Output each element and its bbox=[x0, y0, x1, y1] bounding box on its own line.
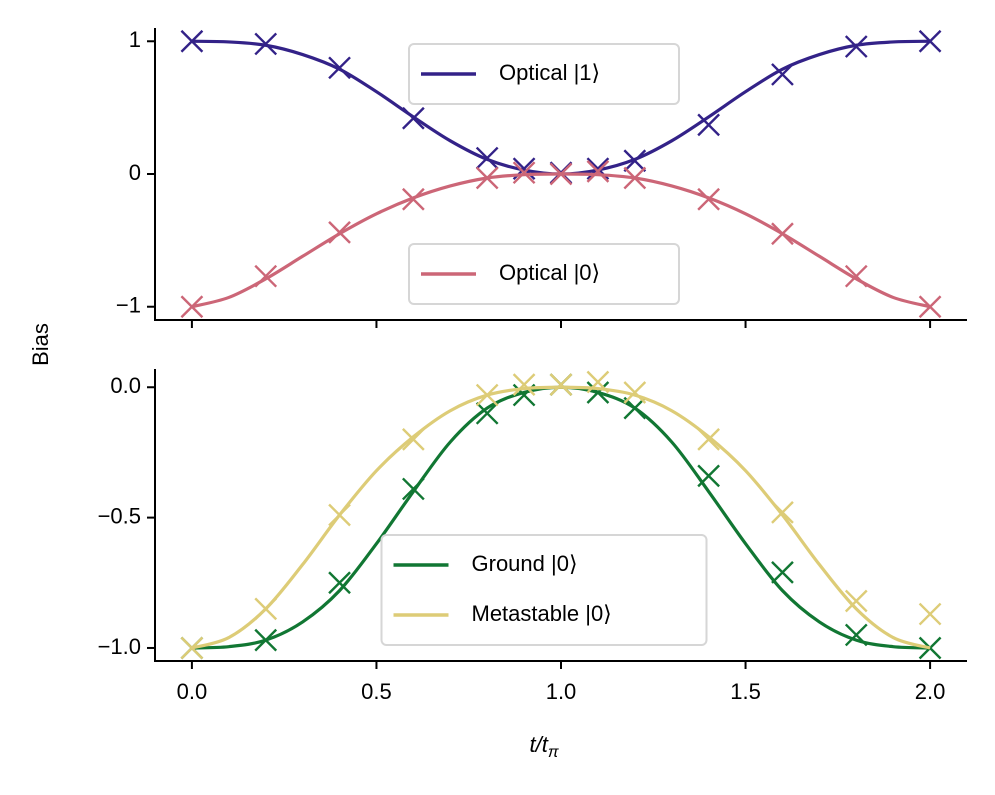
x-marker bbox=[586, 370, 610, 394]
x-marker bbox=[586, 159, 610, 183]
x-marker bbox=[328, 56, 351, 80]
x-marker bbox=[254, 32, 278, 56]
x-marker bbox=[697, 187, 720, 211]
x-marker bbox=[623, 166, 647, 190]
x-marker bbox=[697, 113, 720, 137]
x-axis-label-sub: π bbox=[548, 744, 559, 761]
legend-box bbox=[408, 43, 680, 105]
x-marker bbox=[549, 162, 573, 186]
y-tick-label: 0.0 bbox=[110, 373, 141, 398]
x-marker bbox=[844, 623, 868, 647]
legend-label: Ground |0⟩ bbox=[472, 551, 578, 576]
x-marker bbox=[475, 146, 499, 170]
x-marker bbox=[475, 383, 499, 407]
x-tick-label: 2.0 bbox=[915, 679, 946, 704]
x-axis-label: t/tπ bbox=[529, 732, 558, 761]
x-marker bbox=[180, 636, 204, 660]
x-marker bbox=[918, 602, 942, 626]
x-marker bbox=[844, 35, 868, 58]
x-marker bbox=[512, 161, 536, 185]
x-tick-label: 0.0 bbox=[177, 679, 208, 704]
x-axis-label-main: t/t bbox=[529, 732, 548, 757]
x-marker bbox=[402, 106, 425, 130]
x-marker bbox=[512, 373, 536, 396]
x-marker bbox=[475, 401, 499, 425]
x-marker bbox=[254, 264, 278, 288]
x-marker bbox=[402, 428, 425, 451]
x-marker bbox=[697, 428, 720, 451]
x-marker bbox=[180, 29, 204, 53]
legend-label: Metastable |0⟩ bbox=[472, 601, 612, 626]
x-marker bbox=[771, 63, 794, 86]
x-marker bbox=[771, 222, 794, 246]
x-marker bbox=[475, 166, 499, 190]
x-marker bbox=[328, 571, 351, 595]
x-marker bbox=[623, 149, 647, 173]
x-marker bbox=[254, 628, 278, 652]
x-marker bbox=[844, 589, 868, 613]
legend-box bbox=[380, 534, 708, 646]
x-marker bbox=[254, 597, 278, 621]
y-tick-label: 0 bbox=[129, 160, 141, 185]
legend-label: Optical |0⟩ bbox=[499, 260, 600, 285]
x-tick-label: 0.5 bbox=[361, 679, 392, 704]
y-tick-label: −1.0 bbox=[98, 634, 141, 659]
legend-box bbox=[408, 243, 680, 305]
x-marker bbox=[623, 381, 647, 404]
y-tick-label: −0.5 bbox=[98, 503, 141, 528]
y-tick-label: 1 bbox=[129, 27, 141, 52]
x-tick-label: 1.5 bbox=[730, 679, 761, 704]
y-tick-label: −1 bbox=[116, 293, 141, 318]
x-marker bbox=[402, 477, 425, 501]
x-marker bbox=[918, 29, 942, 53]
x-marker bbox=[328, 221, 351, 244]
legend-label: Optical |1⟩ bbox=[499, 60, 600, 85]
x-marker bbox=[844, 264, 868, 288]
y-axis-label: Bias bbox=[28, 323, 53, 366]
x-marker bbox=[918, 295, 942, 319]
x-marker bbox=[402, 187, 425, 211]
x-marker bbox=[180, 295, 204, 319]
x-marker bbox=[771, 501, 794, 524]
x-marker bbox=[918, 636, 942, 660]
x-marker bbox=[328, 503, 351, 527]
x-marker bbox=[549, 373, 573, 396]
x-marker bbox=[697, 464, 720, 488]
x-marker bbox=[771, 561, 794, 584]
series-line bbox=[191, 385, 931, 650]
x-tick-label: 1.0 bbox=[546, 679, 577, 704]
x-marker bbox=[586, 381, 610, 404]
